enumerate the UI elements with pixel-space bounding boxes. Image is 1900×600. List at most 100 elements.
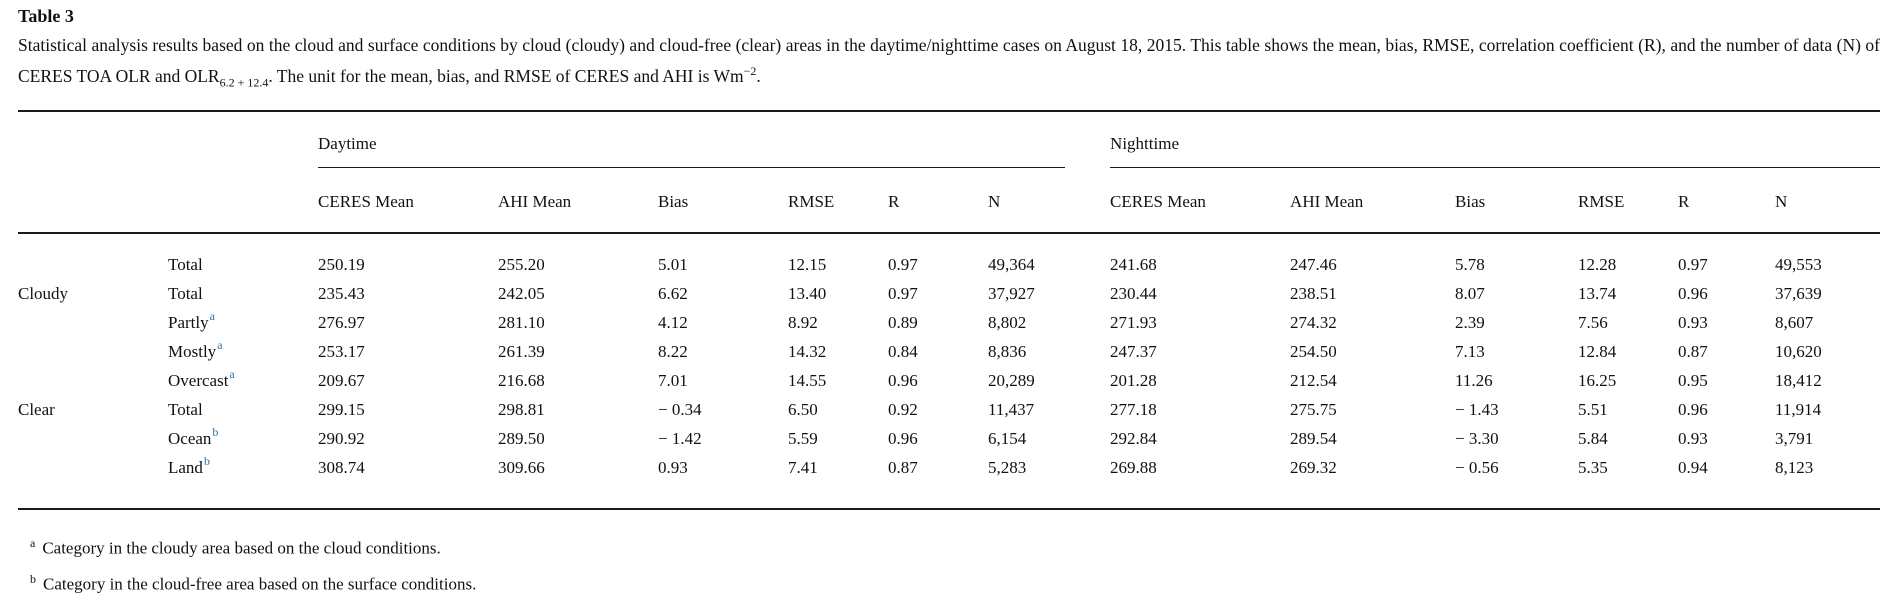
- spacer-cell: [18, 111, 168, 172]
- footnote-ref: b: [212, 425, 219, 440]
- cell-night-rmse: 7.56: [1578, 312, 1608, 332]
- cell-day-n: 5,283: [988, 457, 1027, 477]
- row-group-label: [18, 308, 168, 337]
- row-group-label: Cloudy: [18, 283, 69, 303]
- footnote-b-marker: b: [30, 571, 36, 586]
- cell-day-rmse: 12.15: [788, 254, 827, 274]
- cell-night-r: 0.96: [1678, 399, 1708, 419]
- cell-day-ceres-mean: 250.19: [318, 254, 365, 274]
- footnote-ref: a: [209, 309, 215, 324]
- cell-night-ahi-mean: 254.50: [1290, 341, 1337, 361]
- row-group-label: Clear: [18, 399, 55, 419]
- table-row: Mostlya 253.17 261.39 8.22 14.32 0.84 8,…: [18, 337, 1880, 366]
- cell-night-ceres-mean: 292.84: [1110, 428, 1157, 448]
- cell-day-ceres-mean: 308.74: [318, 457, 365, 477]
- cell-day-rmse: 8.92: [788, 312, 818, 332]
- cell-day-ceres-mean: 290.92: [318, 428, 365, 448]
- cell-day-n: 6,154: [988, 428, 1027, 448]
- cell-day-ahi-mean: 289.50: [498, 428, 545, 448]
- spacer-cell: [168, 111, 318, 172]
- cell-night-ceres-mean: 277.18: [1110, 399, 1157, 419]
- row-group-label: [18, 337, 168, 366]
- cell-night-bias: 8.07: [1455, 283, 1485, 303]
- cell-day-bias: 5.01: [658, 254, 688, 274]
- cell-day-bias: 4.12: [658, 312, 688, 332]
- cell-night-r: 0.94: [1678, 457, 1708, 477]
- cell-night-ceres-mean: 241.68: [1110, 254, 1157, 274]
- col-header-day-rmse: RMSE: [788, 172, 888, 235]
- footnote-b-text: Category in the cloud-free area based on…: [43, 574, 477, 594]
- nighttime-group-label: Nighttime: [1110, 134, 1179, 154]
- caption-text-end: .: [756, 65, 761, 86]
- cell-night-bias: 2.39: [1455, 312, 1485, 332]
- cell-day-n: 8,836: [988, 341, 1027, 361]
- cell-night-r: 0.95: [1678, 370, 1708, 390]
- col-header-day-n: N: [988, 172, 1111, 235]
- cell-night-bias: − 0.56: [1455, 457, 1499, 477]
- caption-text-mid: . The unit for the mean, bias, and RMSE …: [268, 65, 744, 86]
- cell-day-r: 0.87: [888, 457, 918, 477]
- cell-day-ceres-mean: 209.67: [318, 370, 365, 390]
- cell-day-r: 0.97: [888, 254, 918, 274]
- cell-day-bias: 7.01: [658, 370, 688, 390]
- cell-day-n: 20,289: [988, 370, 1035, 390]
- cell-day-r: 0.96: [888, 370, 918, 390]
- footnote-a-marker: a: [30, 536, 36, 551]
- table-row: Total 250.19 255.20 5.01 12.15 0.97 49,3…: [18, 233, 1880, 279]
- cell-night-bias: 5.78: [1455, 254, 1485, 274]
- cell-night-r: 0.93: [1678, 312, 1708, 332]
- footnote-ref: b: [203, 454, 210, 469]
- category-text: Ocean: [168, 428, 212, 448]
- row-category-label: Mostlya: [168, 337, 318, 366]
- cell-day-n: 8,802: [988, 312, 1027, 332]
- cell-day-r: 0.92: [888, 399, 918, 419]
- cell-night-ceres-mean: 247.37: [1110, 341, 1157, 361]
- col-header-day-bias: Bias: [658, 172, 788, 235]
- col-header-night-rmse: RMSE: [1578, 172, 1679, 235]
- cell-day-rmse: 7.41: [788, 457, 818, 477]
- col-header-night-bias: Bias: [1455, 172, 1579, 235]
- category-text: Total: [168, 254, 203, 274]
- cell-night-ceres-mean: 269.88: [1110, 457, 1157, 477]
- cell-day-ahi-mean: 216.68: [498, 370, 545, 390]
- cell-night-n: 11,914: [1775, 399, 1822, 419]
- cell-day-n: 49,364: [988, 254, 1035, 274]
- table-row: Landb 308.74 309.66 0.93 7.41 0.87 5,283…: [18, 453, 1880, 509]
- cell-day-r: 0.97: [888, 283, 918, 303]
- cell-night-rmse: 12.28: [1578, 254, 1617, 274]
- cell-night-rmse: 16.25: [1578, 370, 1617, 390]
- cell-night-ahi-mean: 238.51: [1290, 283, 1337, 303]
- cell-night-n: 37,639: [1775, 283, 1822, 303]
- cell-night-ahi-mean: 247.46: [1290, 254, 1337, 274]
- daytime-group-label: Daytime: [318, 134, 377, 154]
- cell-night-ahi-mean: 289.54: [1290, 428, 1337, 448]
- cell-day-bias: 8.22: [658, 341, 688, 361]
- cell-night-n: 8,607: [1775, 312, 1814, 332]
- cell-night-ceres-mean: 201.28: [1110, 370, 1157, 390]
- table-row: Oceanb 290.92 289.50 − 1.42 5.59 0.96 6,…: [18, 424, 1880, 453]
- category-text: Total: [168, 399, 203, 419]
- row-category-label: Total: [168, 233, 318, 279]
- cell-day-ceres-mean: 299.15: [318, 399, 365, 419]
- spacer-cell: [18, 172, 168, 235]
- row-category-label: Landb: [168, 453, 318, 509]
- footnote-ref: a: [217, 338, 223, 353]
- nighttime-group-header: Nighttime: [1110, 111, 1881, 172]
- cell-night-ahi-mean: 275.75: [1290, 399, 1337, 419]
- cell-night-ceres-mean: 230.44: [1110, 283, 1157, 303]
- cell-night-bias: 11.26: [1455, 370, 1493, 390]
- cell-day-bias: 6.62: [658, 283, 688, 303]
- cell-night-ceres-mean: 271.93: [1110, 312, 1157, 332]
- cell-night-n: 49,553: [1775, 254, 1822, 274]
- cell-day-ceres-mean: 276.97: [318, 312, 365, 332]
- cell-night-rmse: 13.74: [1578, 283, 1617, 303]
- col-header-day-r: R: [888, 172, 988, 235]
- col-header-night-r: R: [1678, 172, 1776, 235]
- cell-night-n: 18,412: [1775, 370, 1822, 390]
- cell-night-n: 10,620: [1775, 341, 1822, 361]
- table-row: Clear Total 299.15 298.81 − 0.34 6.50 0.…: [18, 395, 1880, 424]
- col-header-night-ceres-mean: CERES Mean: [1110, 172, 1291, 235]
- row-category-label: Oceanb: [168, 424, 318, 453]
- caption-unit-superscript: −2: [743, 64, 757, 78]
